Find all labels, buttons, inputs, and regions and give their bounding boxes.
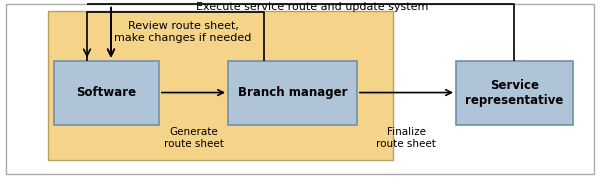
FancyBboxPatch shape bbox=[228, 61, 357, 125]
Text: Generate
route sheet: Generate route sheet bbox=[164, 127, 223, 149]
FancyBboxPatch shape bbox=[456, 61, 573, 125]
Text: Branch manager: Branch manager bbox=[238, 86, 347, 99]
Text: Service
representative: Service representative bbox=[466, 78, 563, 107]
FancyBboxPatch shape bbox=[54, 61, 159, 125]
Text: Finalize
route sheet: Finalize route sheet bbox=[376, 127, 436, 149]
Text: Execute service route and update system: Execute service route and update system bbox=[196, 2, 428, 12]
Text: Review route sheet,
make changes if needed: Review route sheet, make changes if need… bbox=[115, 21, 251, 43]
Text: Software: Software bbox=[76, 86, 137, 99]
FancyBboxPatch shape bbox=[48, 11, 393, 160]
